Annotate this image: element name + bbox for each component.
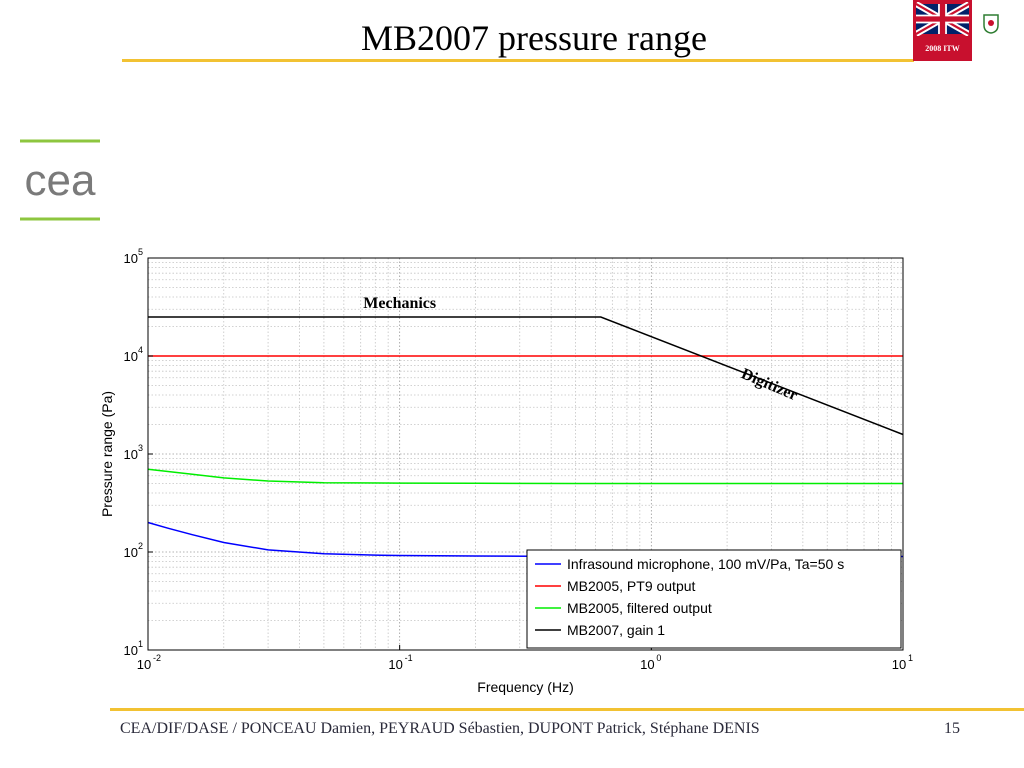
y-tick-label-exponent: 2 [138, 541, 143, 551]
legend: Infrasound microphone, 100 mV/Pa, Ta=50 … [526, 549, 902, 649]
y-tick-label-base: 10 [124, 447, 138, 462]
page-number: 15 [944, 720, 960, 737]
x-tick-labels: 10 -2 10 -1 10 0 10 1 [137, 645, 913, 672]
series-line [148, 316, 904, 436]
x-tick-label-exponent: 0 [656, 653, 661, 663]
cea-logo: cea [20, 139, 100, 221]
y-tick-label-exponent: 1 [138, 639, 143, 649]
badge-label: 2008 ITW [925, 44, 960, 53]
union-jack-flag-icon [916, 2, 969, 36]
x-tick-label-base: 10 [892, 657, 906, 672]
y-tick-label-exponent: 3 [138, 443, 143, 453]
x-tick-label-base: 10 [640, 657, 654, 672]
x-axis-label: Frequency (Hz) [477, 679, 573, 695]
y-tick-label-base: 10 [124, 349, 138, 364]
series-lines [147, 316, 904, 558]
itw-badge: 2008 ITW [913, 0, 999, 61]
series-line [147, 468, 903, 485]
chart-annotation: Digitizer [739, 365, 800, 404]
title-underline [122, 59, 914, 62]
cea-logo-text: cea [25, 156, 96, 205]
y-tick-label-base: 10 [124, 251, 138, 266]
legend-label: MB2005, PT9 output [567, 578, 696, 594]
y-tick-label-base: 10 [124, 545, 138, 560]
bermuda-crest-icon [983, 14, 999, 34]
legend-label: MB2005, filtered output [567, 600, 712, 616]
x-tick-label-base: 10 [388, 657, 402, 672]
chart-annotation: Mechanics [363, 295, 436, 312]
footer-rule [110, 708, 1024, 711]
x-tick-label-exponent: -2 [153, 653, 161, 663]
y-tick-label-exponent: 5 [138, 247, 143, 257]
x-tick-label-exponent: -1 [405, 653, 413, 663]
x-tick-label-exponent: 1 [908, 653, 913, 663]
legend-label: Infrasound microphone, 100 mV/Pa, Ta=50 … [567, 556, 844, 572]
y-axis-label: Pressure range (Pa) [99, 391, 115, 517]
legend-box [526, 549, 902, 649]
annotations: Mechanics Digitizer [363, 295, 800, 405]
y-tick-label-base: 10 [124, 643, 138, 658]
legend-label: MB2007, gain 1 [567, 622, 665, 638]
footer-authors: CEA/DIF/DASE / PONCEAU Damien, PEYRAUD S… [120, 720, 760, 737]
y-tick-label-exponent: 4 [138, 345, 143, 355]
slide-title: MB2007 pressure range [361, 18, 707, 58]
x-tick-label-base: 10 [137, 657, 151, 672]
